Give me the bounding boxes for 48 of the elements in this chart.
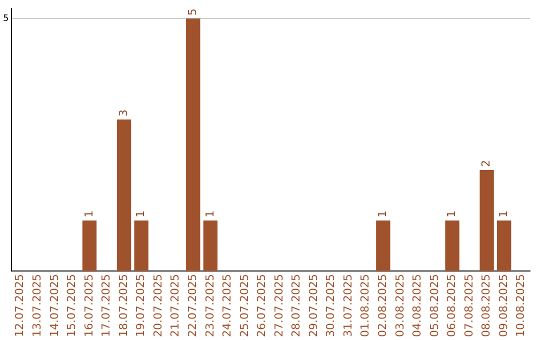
bar [497, 220, 512, 272]
x-tick-label: 03.08.2025 [393, 274, 406, 338]
x-tick-label: 24.07.2025 [220, 274, 234, 338]
x-tick-label: 14.07.2025 [48, 274, 61, 338]
bar [116, 120, 132, 272]
bar [82, 220, 97, 272]
data-label: 3 [116, 110, 130, 117]
x-tick-label: 07.08.2025 [462, 274, 476, 338]
x-tick-label: 13.07.2025 [30, 274, 44, 338]
bar [480, 170, 494, 272]
data-label: 1 [445, 210, 458, 218]
x-tick-label: 22.07.2025 [186, 274, 199, 338]
bar [203, 220, 218, 272]
data-label: 1 [203, 210, 216, 218]
bar [134, 220, 148, 272]
data-label: 1 [496, 210, 510, 218]
x-tick-label: 10.08.2025 [514, 274, 528, 338]
data-label: 2 [480, 160, 493, 168]
x-tick-label: 31.07.2025 [341, 274, 354, 338]
x-tick-label: 21.07.2025 [168, 274, 182, 338]
x-tick-label: 30.07.2025 [324, 274, 338, 338]
bar [376, 220, 390, 272]
x-tick-label: 15.07.2025 [65, 274, 78, 338]
x-tick-label: 17.07.2025 [100, 274, 113, 338]
x-tick-label: 06.08.2025 [445, 274, 458, 338]
x-tick-label: 20.07.2025 [151, 274, 164, 338]
data-label: 1 [134, 210, 148, 218]
x-tick-label: 23.07.2025 [203, 274, 216, 338]
x-tick-label: 19.07.2025 [134, 274, 148, 338]
x-tick-label: 01.08.2025 [358, 274, 372, 338]
x-tick-label: 28.07.2025 [290, 274, 303, 338]
x-tick-label: 09.08.2025 [496, 274, 510, 338]
bar [186, 18, 200, 272]
x-tick-label: 02.08.2025 [376, 274, 390, 338]
x-tick-label: 12.07.2025 [13, 274, 26, 338]
x-tick-label: 05.08.2025 [428, 274, 441, 338]
data-label: 1 [82, 210, 96, 218]
bar [445, 220, 460, 272]
x-tick-label: 16.07.2025 [82, 274, 96, 338]
x-tick-label: 25.07.2025 [238, 274, 251, 338]
x-tick-label: 26.07.2025 [255, 274, 268, 338]
x-tick-label: 27.07.2025 [272, 274, 286, 338]
x-tick-label: 04.08.2025 [410, 274, 424, 338]
data-label: 5 [186, 8, 199, 16]
data-label: 1 [376, 210, 390, 218]
x-tick-label: 18.07.2025 [116, 274, 130, 338]
x-tick-label: 08.08.2025 [480, 274, 493, 338]
x-tick-label: 29.07.2025 [306, 274, 320, 338]
